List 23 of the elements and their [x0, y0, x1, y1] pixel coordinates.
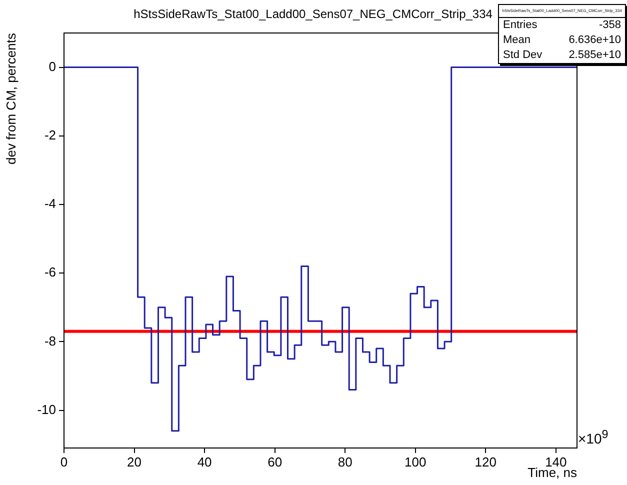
y-tick-label: 0	[48, 58, 56, 74]
annotation: Std Dev	[503, 48, 542, 63]
text: Entries	[503, 18, 538, 33]
x-tick-label: 60	[268, 454, 282, 470]
chart-title: hStsSideRawTs_Stat00_Ladd00_Sens07_NEG_CMCorr_Strip_334	[134, 7, 493, 21]
x-tick-label: 80	[338, 454, 352, 470]
text: ×10$^{9}$	[578, 428, 608, 447]
x-tick-label: 0	[60, 454, 68, 470]
y-tick-label: -10	[37, 402, 56, 417]
y-tick-label: -4	[44, 196, 56, 212]
x-tick-label: 120	[474, 454, 496, 470]
annotation: 6.636e+10	[568, 33, 621, 48]
x-tick-label: 20	[127, 454, 142, 470]
y-tick-label: -2	[44, 127, 56, 142]
annotation: Mean	[503, 33, 531, 48]
x-tick-label: 140	[545, 454, 567, 470]
x-tick-label: 40	[197, 454, 212, 470]
y-axis-title: dev from CM, percents	[3, 32, 18, 164]
x-tick-label: 100	[404, 454, 426, 470]
annotation: 2.585e+10	[568, 48, 621, 63]
text: -358	[598, 18, 621, 33]
y-tick-label: -6	[44, 264, 56, 280]
y-tick-label: -8	[44, 333, 56, 348]
